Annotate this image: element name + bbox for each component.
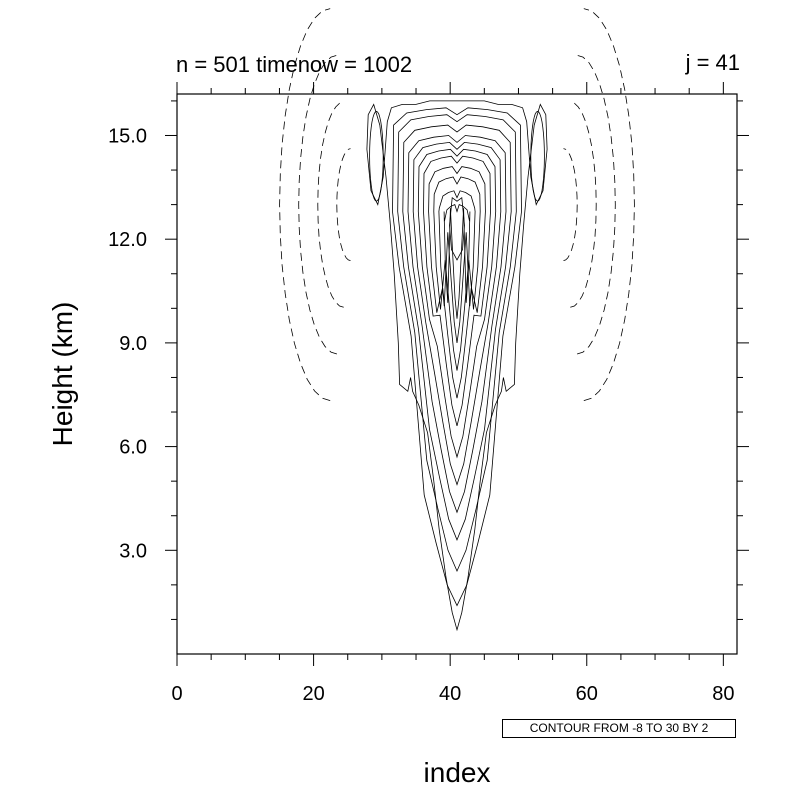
- y-tick-label: 12.0: [108, 229, 147, 251]
- contour-level-inner: [392, 107, 522, 607]
- axis-tick-labels: 0 20 40 60 80 3.0 6.0 9.0 12.0 15.0: [108, 125, 734, 705]
- x-tick-label: 80: [712, 683, 734, 705]
- y-tick-label: 9.0: [119, 333, 147, 355]
- y-tick-label: 6.0: [119, 437, 147, 459]
- x-tick-label: 20: [302, 683, 324, 705]
- contour-level-inner: [417, 148, 497, 459]
- contour-horn: [530, 110, 545, 202]
- contour-lines: [279, 8, 635, 632]
- y-axis-label: Height (km): [47, 302, 78, 447]
- x-tick-label: 0: [171, 683, 182, 705]
- contour-horn: [369, 110, 384, 202]
- negative-contour: [563, 148, 578, 261]
- negative-contour: [583, 8, 635, 401]
- plot-frame: [176, 93, 738, 655]
- contour-level-inner: [438, 190, 476, 343]
- contour-level-inner: [407, 135, 507, 514]
- contour-level-outer: [366, 100, 548, 632]
- plot-title-left: n = 501 timenow = 1002: [176, 52, 413, 77]
- plot-title-right: j = 41: [685, 50, 740, 75]
- negative-contour: [317, 101, 344, 308]
- negative-contour: [570, 101, 597, 308]
- x-axis-label: index: [424, 757, 491, 788]
- contour-level-inner: [423, 155, 491, 426]
- contour-info-label: CONTOUR FROM -8 TO 30 BY 2: [502, 719, 736, 738]
- axis-ticks: [165, 82, 749, 666]
- contour-level-inner: [433, 176, 481, 371]
- contour-level-inner: [397, 114, 517, 573]
- negative-contour: [576, 54, 616, 355]
- y-tick-label: 15.0: [108, 125, 147, 147]
- negative-contour: [298, 54, 338, 355]
- x-tick-label: 60: [576, 683, 598, 705]
- contour-level-inner: [412, 141, 502, 486]
- negative-contour: [336, 148, 351, 261]
- x-tick-label: 40: [439, 683, 461, 705]
- y-tick-label: 3.0: [119, 540, 147, 562]
- contour-level-inner: [443, 204, 471, 319]
- contour-core: [449, 196, 465, 261]
- contour-level-inner: [428, 166, 486, 399]
- negative-contour: [279, 8, 331, 401]
- contour-level-inner: [402, 124, 512, 541]
